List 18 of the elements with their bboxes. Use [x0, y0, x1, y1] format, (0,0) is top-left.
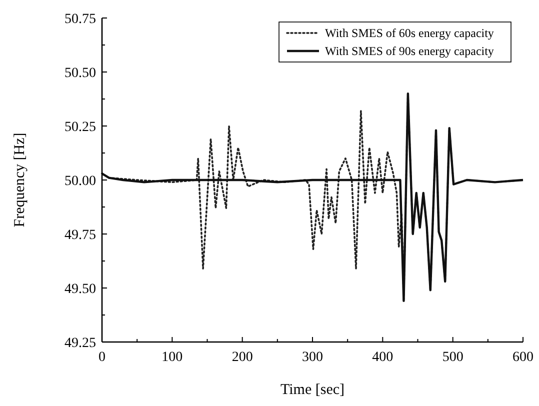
legend-label: With SMES of 60s energy capacity: [325, 26, 494, 40]
y-tick-label: 49.25: [64, 336, 96, 351]
x-tick-label: 400: [372, 350, 394, 365]
x-tick-label: 100: [162, 350, 183, 365]
y-axis-title: Frequency [Hz]: [12, 132, 28, 228]
x-tick-label: 500: [442, 350, 464, 365]
y-tick-label: 50.00: [64, 174, 96, 189]
x-tick-label: 200: [232, 350, 253, 365]
y-tick-label: 50.25: [64, 120, 96, 135]
y-tick-label: 49.75: [64, 228, 96, 243]
legend-label: With SMES of 90s energy capacity: [325, 44, 494, 58]
y-tick-label: 50.50: [64, 66, 96, 81]
x-tick-label: 600: [512, 350, 534, 365]
x-axis-title: Time [sec]: [280, 382, 345, 398]
y-tick-label: 49.50: [64, 282, 96, 297]
y-tick-label: 50.75: [64, 12, 96, 27]
x-tick-label: 300: [302, 350, 323, 365]
x-tick-label: 0: [98, 350, 106, 365]
